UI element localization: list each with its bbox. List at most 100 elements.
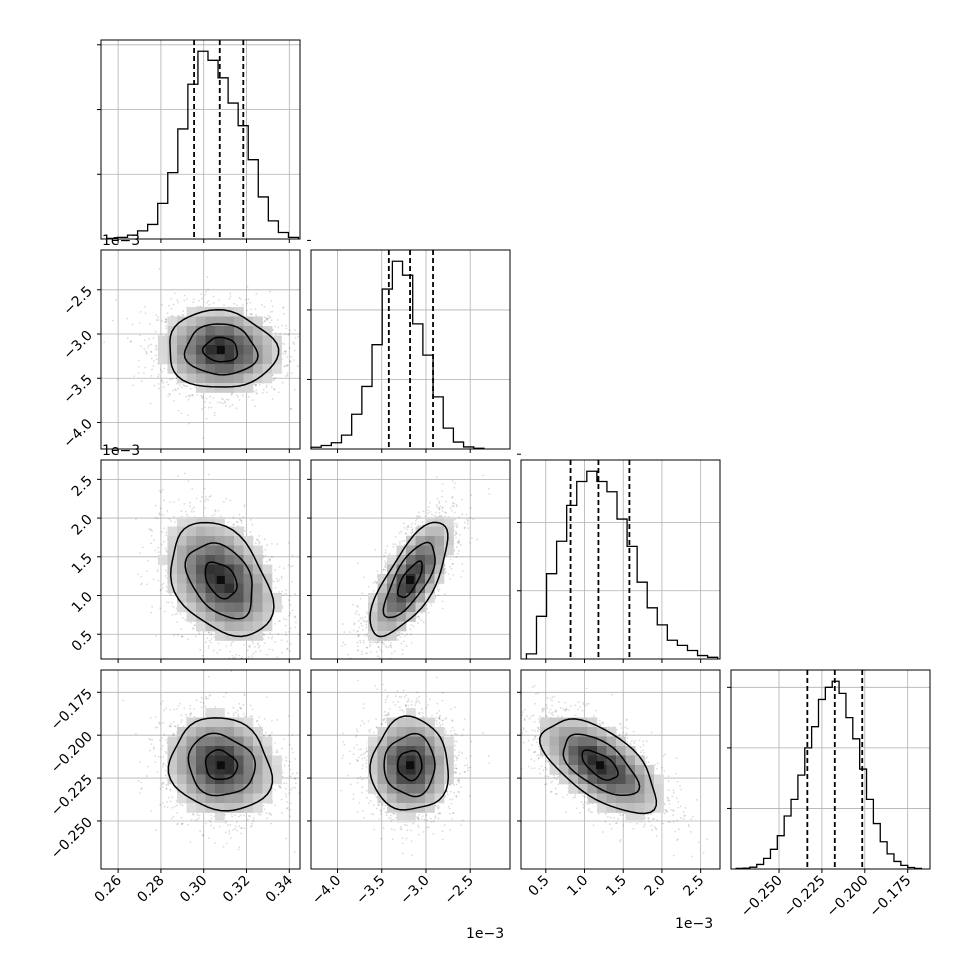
density-cell: [253, 564, 263, 575]
scatter-point: [269, 290, 271, 293]
scatter-point: [242, 516, 245, 518]
scatter-point: [267, 314, 270, 317]
scatter-point: [290, 372, 293, 375]
scatter-point: [287, 334, 290, 336]
scatter-point: [187, 422, 190, 425]
scatter-point: [257, 642, 260, 645]
density-cell: [196, 335, 206, 346]
scatter-point: [201, 297, 204, 300]
scatter-point: [204, 507, 207, 510]
scatter-point: [266, 318, 269, 320]
scatter-point: [194, 624, 197, 627]
scatter-point: [210, 406, 213, 409]
density-cell: [215, 564, 225, 575]
scatter-point: [158, 387, 161, 390]
density-cell: [167, 583, 178, 594]
density-cell: [234, 564, 244, 575]
density-cell: [224, 526, 235, 537]
density-cell: [205, 612, 216, 622]
scatter-point: [407, 524, 410, 527]
scatter-point: [285, 589, 288, 592]
scatter-point: [269, 316, 272, 319]
scatter-point: [193, 624, 196, 627]
scatter-point: [150, 534, 153, 537]
scatter-point: [304, 368, 306, 370]
panel-body-2-0: [134, 472, 300, 668]
density-cell: [215, 316, 225, 327]
scatter-point: [245, 302, 248, 305]
density-cell: [253, 593, 263, 603]
scatter-point: [138, 359, 140, 362]
scatter-point: [165, 569, 167, 572]
scatter-point: [194, 386, 196, 388]
scatter-point: [155, 319, 158, 321]
scatter-point: [289, 612, 292, 614]
scatter-point: [289, 650, 291, 653]
scatter-point: [207, 647, 210, 649]
scatter-point: [172, 303, 175, 306]
scatter-point: [255, 538, 258, 541]
density-cell: [215, 354, 225, 365]
scatter-point: [194, 635, 197, 638]
scatter-point: [218, 649, 221, 652]
scatter-point: [156, 517, 159, 520]
scatter-point: [210, 634, 212, 637]
scatter-point: [208, 644, 210, 647]
scatter-point: [148, 338, 150, 340]
scatter-point: [180, 635, 183, 638]
scatter-point: [230, 642, 233, 645]
scatter-point: [288, 594, 291, 597]
scatter-point: [153, 384, 156, 387]
scatter-point: [204, 293, 207, 296]
scatter-point: [287, 364, 290, 367]
scatter-point: [266, 317, 269, 320]
scatter-point: [238, 399, 241, 401]
scatter-point: [286, 640, 289, 643]
scatter-point: [161, 587, 164, 590]
scatter-point: [166, 312, 169, 315]
density-cell: [196, 612, 206, 622]
panel-frame-1-1: [310, 249, 511, 450]
scatter-point: [138, 334, 141, 337]
panel-frame-3-3: [730, 669, 931, 870]
scatter-point: [265, 386, 268, 389]
scatter-point: [172, 315, 174, 317]
scatter-point: [203, 406, 206, 409]
density-cell: [186, 364, 197, 374]
scatter-point: [294, 626, 297, 629]
scatter-point: [223, 304, 225, 307]
scatter-point: [154, 348, 157, 351]
scatter-point: [246, 309, 248, 312]
scatter-point: [401, 540, 404, 543]
histogram-panel-2: [517, 453, 721, 663]
density-cell: [205, 307, 216, 317]
scatter-point: [173, 521, 176, 523]
scatter-point: [283, 617, 285, 620]
scatter-point: [205, 417, 208, 420]
scatter-point: [223, 400, 226, 403]
density-cell: [234, 526, 244, 537]
scatter-point: [249, 531, 252, 533]
density-cell: [196, 545, 206, 556]
scatter-point: [282, 306, 284, 309]
density-cell: [262, 602, 273, 613]
scatter-point: [312, 361, 314, 363]
scatter-point: [280, 651, 283, 654]
scatter-point: [200, 394, 203, 397]
scatter-point: [262, 633, 265, 635]
scatter-point: [285, 634, 288, 636]
scatter-point: [185, 510, 187, 513]
scatter-point: [291, 580, 293, 583]
density-cell: [234, 574, 244, 584]
density-cell: [243, 345, 254, 355]
scatter-point: [230, 666, 232, 668]
scatter-point: [160, 543, 163, 546]
scatter-point: [291, 609, 294, 612]
scatter-point: [143, 305, 146, 308]
scatter-panel-2-1: [307, 459, 511, 663]
scatter-point: [254, 405, 257, 408]
scatter-point: [167, 601, 170, 604]
density-cell: [196, 564, 206, 575]
scatter-point: [150, 351, 153, 353]
